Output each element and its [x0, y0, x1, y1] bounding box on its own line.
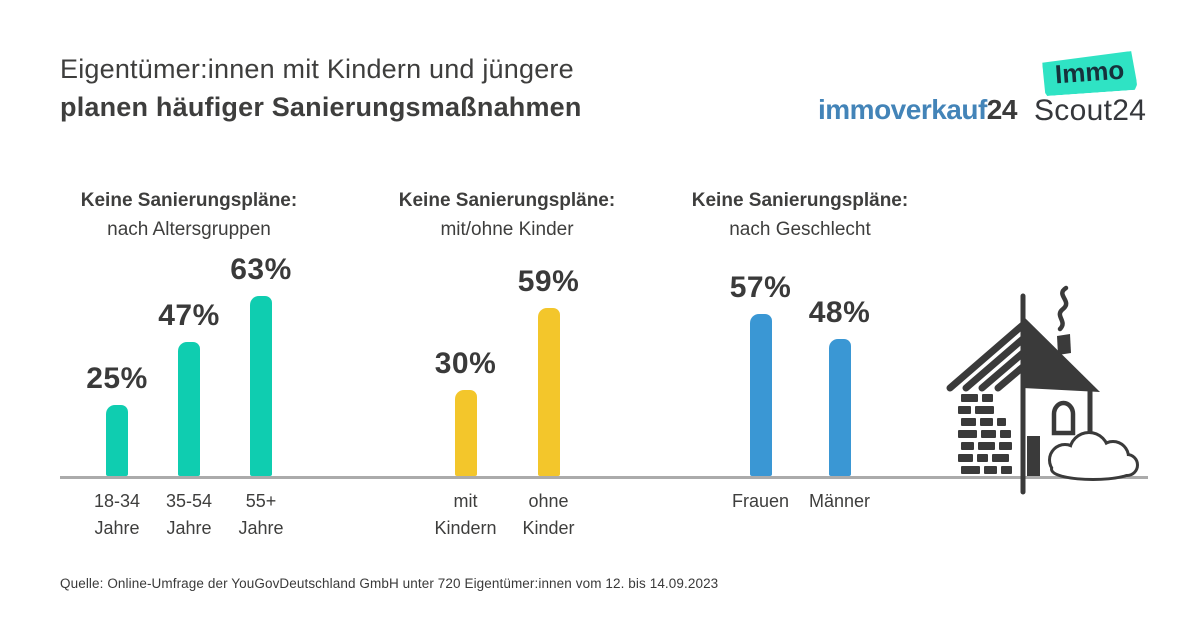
source-note: Quelle: Online-Umfrage der YouGovDeutsch… [60, 576, 719, 591]
title-line2: planen häufiger Sanierungsmaßnahmen [60, 92, 582, 122]
bar-category-label-line: 18-34 [93, 491, 141, 511]
bar-category-label-line: ohne [528, 491, 569, 511]
chart-group: Keine Sanierungspläne: nach Geschlecht 57%… [690, 186, 910, 511]
group-subtitle: nach Altersgruppen [107, 219, 271, 240]
bar-category-label-line: 55+ [245, 491, 277, 511]
baseline-axis [60, 476, 1148, 479]
immoverkauf24-logo: immoverkauf24 [818, 94, 1017, 126]
bar-category-label-line: 35-54 [165, 491, 213, 511]
bar-category-label: 55+ Jahre [238, 488, 283, 542]
bar-value-label: 59% [517, 265, 580, 298]
house-illustration [946, 285, 1139, 495]
bar [537, 308, 560, 476]
bar-category-label: 18-34 Jahre [94, 488, 140, 542]
group-title: Keine Sanierungspläne: [398, 190, 616, 211]
house-smoke [1057, 285, 1069, 332]
bar-category-label: Frauen [732, 488, 789, 515]
bar [250, 296, 272, 476]
immoverkauf24-logo-suffix: 24 [986, 94, 1018, 125]
immoscout24-badge: Immo [1042, 51, 1138, 96]
house-window [1051, 400, 1076, 436]
bar [828, 339, 851, 476]
bar-value-label: 63% [230, 253, 292, 286]
bar-value-label: 47% [158, 299, 220, 332]
immoscout24-logo: Immo Scout24 [1034, 54, 1146, 128]
bar-category-label: 35-54 Jahre [166, 488, 212, 542]
bar-category-label-line: Männer [808, 491, 871, 511]
house-chimney [1057, 334, 1071, 355]
group-title: Keine Sanierungspläne: [80, 190, 298, 211]
chart-group: Keine Sanierungspläne: mit/ohne Kinder 30%… [390, 186, 624, 538]
bar-category-label: ohne Kinder [522, 488, 574, 542]
house-roof-left [946, 320, 1028, 392]
group-title: Keine Sanierungspläne: [691, 190, 909, 211]
bar-category-label-line: Jahre [166, 518, 212, 538]
immoverkauf24-logo-main: immoverkauf [818, 94, 987, 125]
bar-category-label-line: mit [453, 491, 478, 511]
house-door [1027, 436, 1040, 476]
group-header: Keine Sanierungspläne: nach Geschlecht [690, 186, 910, 244]
house-brick-wall [958, 394, 1012, 474]
bar-value-label: 25% [86, 362, 148, 395]
bar-category-label: Männer [809, 488, 870, 515]
bar [106, 405, 128, 476]
bar-category-label: mit Kindern [434, 488, 496, 542]
bar [178, 342, 200, 476]
bar-category-label-line: Jahre [94, 518, 140, 538]
chart-group: Keine Sanierungspläne: nach Altersgruppen… [58, 186, 320, 538]
bar-category-label-line: Jahre [238, 518, 284, 538]
bar-category-label-line: Kindern [434, 518, 497, 538]
bar-category-label-line: Kinder [522, 518, 575, 538]
bar-value-label: 48% [808, 296, 871, 329]
page-title: Eigentümer:innen mit Kindern und jüngere… [60, 50, 582, 126]
immoscout24-wordmark: Scout24 [1034, 94, 1147, 127]
group-subtitle: mit/ohne Kinder [440, 219, 574, 240]
group-header: Keine Sanierungspläne: mit/ohne Kinder [390, 186, 624, 244]
group-subtitle: nach Geschlecht [729, 219, 871, 240]
bar [454, 390, 477, 476]
house-bush [1048, 431, 1139, 481]
bar-value-label: 30% [434, 347, 497, 380]
bar [749, 314, 772, 476]
bar-value-label: 57% [729, 271, 792, 304]
bar-category-label-line: Frauen [731, 491, 790, 511]
group-header: Keine Sanierungspläne: nach Altersgruppen [58, 186, 320, 244]
title-line1: Eigentümer:innen mit Kindern und jüngere [60, 54, 574, 84]
